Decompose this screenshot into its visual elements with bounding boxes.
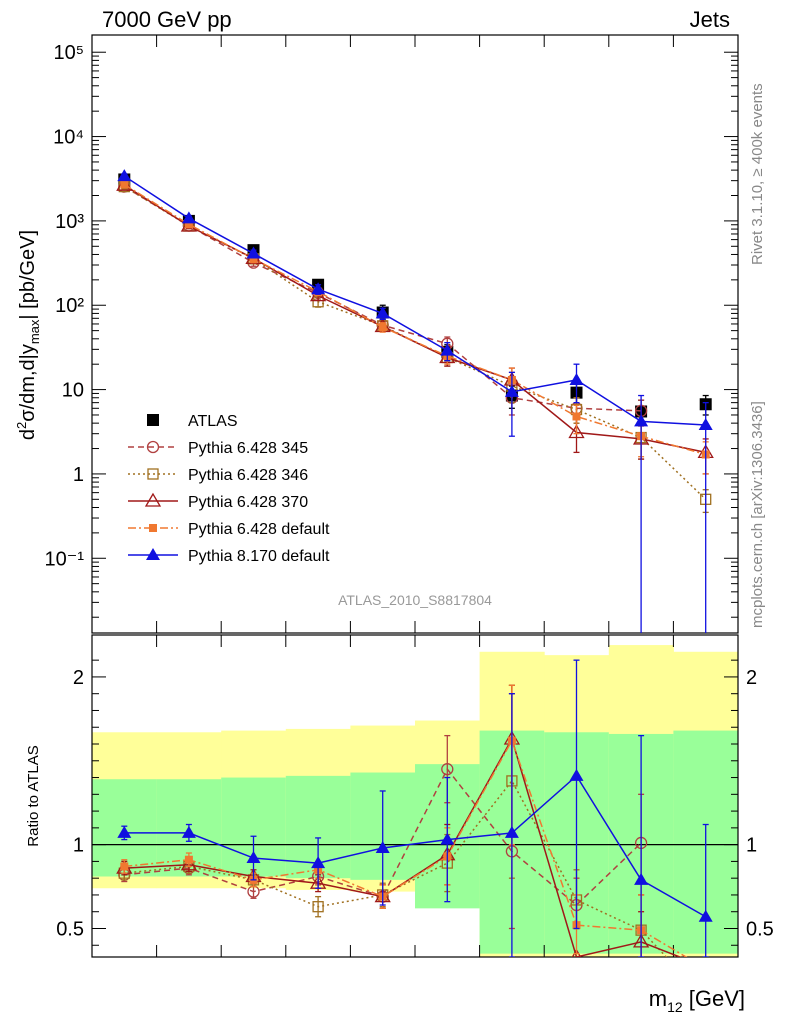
data-point (120, 862, 129, 871)
ratio-tick-label: 1 (73, 835, 84, 857)
header-right: Jets (690, 7, 730, 32)
data-point (698, 909, 713, 922)
analysis-id: ATLAS_2010_S8817804 (338, 592, 492, 608)
data-point (375, 306, 390, 319)
header-left: 7000 GeV pp (102, 7, 232, 32)
legend: ATLAS Pythia 6.428 345 Pythia 6.428 346 Pyt… (128, 413, 330, 565)
data-point (180, 856, 198, 871)
legend-entry: Pythia 6.428 345 (128, 440, 308, 457)
series-line (123, 185, 642, 412)
data-point (117, 169, 132, 182)
data-point (246, 246, 261, 259)
legend-label: Pythia 8.170 default (188, 548, 330, 565)
data-point (312, 901, 324, 913)
data-point (144, 492, 162, 507)
series-pythia-6-428-345 (118, 180, 648, 424)
data-point (504, 825, 519, 838)
series-line (123, 175, 706, 426)
data-point (181, 825, 196, 838)
y-tick-label: 10⁴ (53, 127, 84, 149)
series-pythia-8-170-default (117, 659, 713, 957)
data-point (634, 872, 649, 885)
series-line (123, 183, 706, 456)
legend-entry: ATLAS (147, 413, 238, 430)
data-point (147, 414, 159, 426)
data-point (440, 343, 455, 356)
data-point (120, 180, 129, 189)
data-point (699, 960, 713, 972)
y-tick-label: 10⁻¹ (45, 548, 85, 570)
data-point (504, 384, 519, 397)
data-point (569, 372, 584, 385)
data-point (571, 948, 582, 957)
data-point (440, 832, 455, 845)
ratio-tick-label-right: 1 (746, 835, 757, 857)
data-point (146, 440, 160, 454)
data-point (441, 763, 454, 776)
legend-label: Pythia 6.428 346 (188, 467, 308, 484)
x-axis-label: m12 [GeV] (649, 986, 745, 1015)
y-tick-label: 10 (62, 380, 84, 402)
ratio-series (116, 659, 713, 973)
data-point (246, 851, 261, 864)
series-line (124, 767, 642, 907)
y-tick-label: 10² (55, 295, 84, 317)
data-point (146, 548, 160, 560)
series-pythia-8-170-default (117, 169, 713, 633)
series-line (124, 774, 707, 918)
y-tick-label: 10⁵ (53, 42, 84, 64)
data-point (311, 856, 326, 869)
ratio-tick-label: 0.5 (56, 918, 84, 940)
y-tick-label: 1 (73, 464, 84, 486)
data-point (569, 768, 584, 781)
legend-label: Pythia 6.428 default (188, 521, 330, 538)
data-point (568, 424, 585, 439)
data-point (149, 524, 157, 532)
legend-label: Pythia 6.428 345 (188, 440, 308, 457)
data-point (634, 414, 649, 427)
mcplots-label: mcplots.cern.ch [arXiv:1306.3436] (749, 401, 766, 628)
ratio-y-axis-label: Ratio to ATLAS (25, 745, 42, 846)
legend-entry: Pythia 8.170 default (128, 548, 330, 565)
ratio-y-axis: 0.5 0.5 1 1 2 2 (56, 659, 774, 946)
main-series (116, 169, 714, 633)
series-line (124, 738, 688, 957)
data-point (311, 282, 326, 295)
data-point (698, 418, 713, 431)
data-point (147, 468, 159, 480)
legend-entry: Pythia 6.428 default (128, 521, 330, 538)
rivet-label: Rivet 3.1.10, ≥ 400k events (749, 83, 766, 265)
legend-entry: Pythia 6.428 370 (128, 492, 308, 511)
data-point (181, 211, 196, 224)
series-atlas (118, 173, 712, 423)
ratio-tick-label-right: 2 (746, 667, 757, 689)
data-point (702, 965, 710, 973)
legend-entry: Pythia 6.428 346 (128, 467, 308, 484)
data-point (184, 855, 193, 864)
ratio-tick-label: 2 (73, 667, 84, 689)
data-point (375, 840, 390, 853)
series-pythia-6-428-346 (118, 180, 712, 514)
data-point (249, 254, 258, 263)
ratio-tick-label-right: 0.5 (746, 918, 774, 940)
data-point (378, 323, 387, 332)
y-tick-label: 10³ (55, 211, 84, 233)
legend-label: Pythia 6.428 370 (188, 494, 308, 511)
x-axis-ticks (156, 35, 674, 957)
data-point (184, 220, 193, 229)
data-point (572, 412, 581, 421)
legend-label: ATLAS (188, 413, 238, 430)
main-y-axis-label: d2σ/dm,d|ymax| [pb/GeV] (14, 230, 42, 440)
main-y-axis: 10⁻¹ 1 10 10² 10³ 10⁴ 10⁵ (45, 42, 738, 618)
data-point (117, 825, 132, 838)
